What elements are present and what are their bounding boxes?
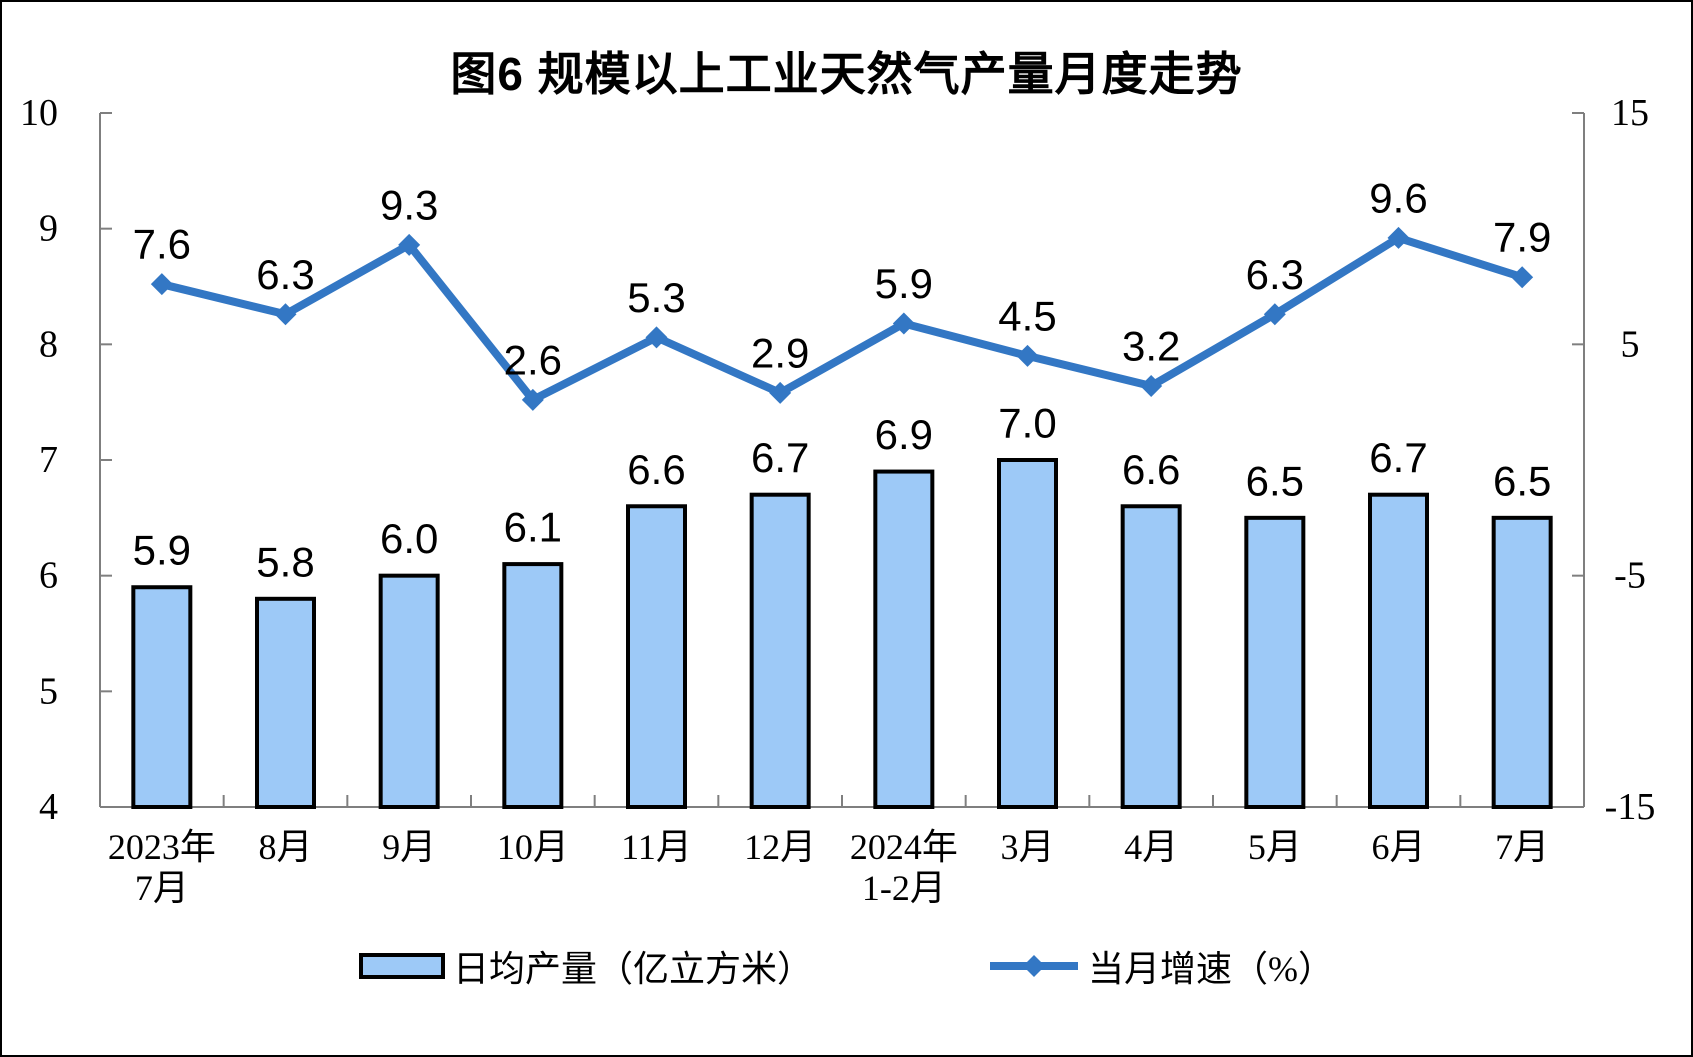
- line-value-label: 4.5: [998, 292, 1056, 339]
- left-axis-tick-label: 6: [39, 555, 58, 597]
- x-axis-label: 11月: [621, 827, 692, 867]
- x-axis-label: 2024年: [850, 827, 958, 867]
- legend-item-monthly-growth: 当月增速（%）: [988, 940, 1334, 992]
- bar: [626, 504, 687, 809]
- line-marker: [1511, 266, 1534, 289]
- line-marker: [274, 303, 297, 326]
- bar: [255, 596, 316, 809]
- x-axis-label: 5月: [1248, 827, 1302, 867]
- x-axis-label: 1-2月: [862, 868, 946, 908]
- legend-label-daily-production: 日均产量（亿立方米）: [452, 949, 813, 989]
- left-axis-tick-label: 7: [39, 439, 58, 481]
- bar-value-label: 6.1: [504, 504, 562, 551]
- legend-item-daily-production: 日均产量（亿立方米）: [358, 940, 813, 992]
- bar-value-label: 7.0: [998, 400, 1056, 447]
- bar-series-swatch-icon: [358, 953, 445, 979]
- bar: [1120, 504, 1182, 809]
- line-marker: [645, 326, 668, 349]
- bar: [1368, 492, 1429, 809]
- x-axis-label: 7月: [135, 868, 189, 908]
- line-series-swatch-icon: [990, 955, 1078, 977]
- line-value-label: 5.3: [627, 274, 685, 321]
- bar: [749, 492, 811, 809]
- right-axis-tick-label: -5: [1614, 555, 1646, 597]
- line-value-label: 3.2: [1122, 322, 1180, 369]
- line-marker: [1016, 344, 1039, 367]
- chart-title: 图6 规模以上工业天然气产量月度走势: [450, 48, 1243, 100]
- x-axis-label: 3月: [1000, 827, 1054, 867]
- line-marker: [521, 388, 544, 411]
- left-axis-tick-label: 4: [39, 786, 58, 828]
- line-marker: [1387, 226, 1410, 249]
- x-axis-label: 2023年: [108, 827, 216, 867]
- legend: 日均产量（亿立方米） 当月增速（%）: [2, 940, 1691, 992]
- bar: [1491, 515, 1553, 809]
- left-axis-tick-label: 5: [39, 670, 58, 712]
- right-axis-tick-label: 5: [1621, 323, 1640, 365]
- bar-value-label: 6.5: [1493, 457, 1551, 504]
- left-axis-tick-label: 8: [39, 323, 58, 365]
- line-marker: [398, 233, 421, 256]
- line-value-label: 6.3: [256, 251, 314, 298]
- line-marker: [1140, 374, 1163, 397]
- bar-value-label: 6.6: [1122, 446, 1180, 493]
- line-marker: [150, 273, 173, 296]
- x-axis-label: 8月: [258, 827, 312, 867]
- line-value-label: 9.3: [380, 181, 438, 228]
- right-axis-tick-label: -15: [1605, 786, 1656, 828]
- line-value-label: 9.6: [1369, 174, 1427, 221]
- bar-value-label: 6.9: [875, 411, 933, 458]
- bar: [378, 573, 440, 810]
- right-axis-tick-label: 15: [1611, 92, 1649, 134]
- bar: [997, 458, 1058, 809]
- line-value-label: 5.9: [875, 260, 933, 307]
- x-axis-label: 9月: [382, 827, 436, 867]
- x-axis-label: 10月: [497, 827, 569, 867]
- x-axis-label: 7月: [1495, 827, 1549, 867]
- line-value-label: 6.3: [1246, 251, 1304, 298]
- bar-value-label: 6.7: [1369, 434, 1427, 481]
- line-value-label: 2.6: [504, 336, 562, 383]
- line-marker: [1263, 303, 1286, 326]
- line-value-label: 2.9: [751, 329, 809, 376]
- bar: [873, 469, 935, 809]
- x-axis-label: 6月: [1371, 827, 1425, 867]
- legend-label-monthly-growth: 当月增速（%）: [1088, 949, 1334, 989]
- bar: [1244, 515, 1306, 809]
- line-series: [157, 233, 1527, 404]
- line-marker: [892, 312, 915, 335]
- bar: [502, 562, 564, 809]
- bar-value-label: 5.8: [256, 538, 314, 585]
- line-value-label: 7.6: [133, 221, 191, 268]
- bar-value-label: 6.0: [380, 515, 438, 562]
- bar-value-label: 6.7: [751, 434, 809, 481]
- x-axis-label: 12月: [744, 827, 816, 867]
- left-axis-tick-label: 10: [20, 92, 58, 134]
- line-value-label: 7.9: [1493, 214, 1551, 261]
- left-axis-tick-label: 9: [39, 208, 58, 250]
- bar-value-label: 6.6: [627, 446, 685, 493]
- line-marker: [769, 381, 792, 404]
- bar: [131, 585, 193, 809]
- bar-value-label: 5.9: [133, 527, 191, 574]
- bar-value-label: 6.5: [1246, 457, 1304, 504]
- x-axis-label: 4月: [1124, 827, 1178, 867]
